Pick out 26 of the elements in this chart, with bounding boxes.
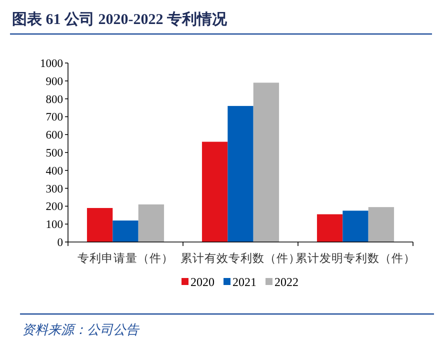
legend-label: 2022 (274, 275, 298, 289)
y-tick-label: 200 (46, 201, 64, 214)
bar (86, 208, 113, 242)
y-tick-label: 700 (46, 112, 64, 124)
bar (202, 142, 228, 242)
bar (316, 214, 343, 242)
y-tick-label: 900 (46, 76, 64, 88)
y-tick-label: 600 (46, 130, 64, 142)
bar (342, 210, 368, 242)
y-tick-label: 500 (46, 148, 64, 160)
y-tick-label: 100 (46, 219, 64, 232)
text: 资料来源：公司公告 (22, 323, 140, 338)
y-tick-label: 300 (46, 183, 64, 196)
legend-label: 2020 (190, 275, 214, 289)
y-tick-label: 0 (57, 237, 64, 249)
bar (368, 207, 394, 242)
y-tick-label: 400 (46, 165, 64, 178)
bar (112, 220, 138, 242)
bar (138, 204, 164, 242)
bar (228, 106, 254, 242)
y-tick-label: 1000 (40, 58, 64, 70)
bar (253, 82, 280, 242)
x-tick-label: 专利申请量（件） (78, 251, 174, 265)
chart-title: 图表 61 公司 2020-2022 专利情况 (12, 11, 228, 28)
y-tick-label: 800 (46, 94, 64, 106)
legend-label: 2021 (232, 275, 256, 289)
